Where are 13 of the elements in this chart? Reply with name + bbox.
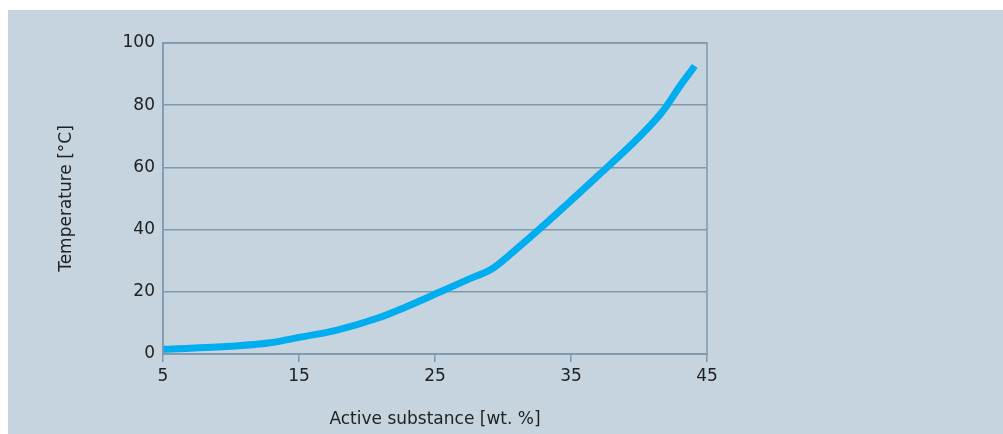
y-tick-label: 60 xyxy=(133,155,155,176)
x-axis-title: Active substance [wt. %] xyxy=(329,408,541,429)
y-tick-label: 40 xyxy=(133,218,155,239)
y-tick-label: 0 xyxy=(144,342,155,363)
x-tick-label: 35 xyxy=(560,364,582,385)
y-tick-label: 20 xyxy=(133,280,155,301)
y-tick-label: 80 xyxy=(133,93,155,114)
y-tick-label: 100 xyxy=(122,31,155,52)
x-tick-label: 15 xyxy=(288,364,310,385)
y-axis-title: Temperature [°C] xyxy=(54,125,75,273)
x-tick-label: 25 xyxy=(424,364,446,385)
x-tick-label: 5 xyxy=(157,364,169,385)
x-tick-label: 45 xyxy=(696,364,718,385)
